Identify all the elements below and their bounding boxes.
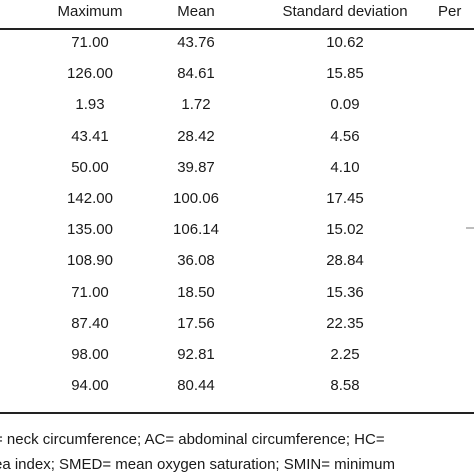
cell-mean: 39.87 <box>177 158 215 176</box>
table-row: 98.00 92.81 2.25 <box>0 340 474 370</box>
cell-standard-deviation: 15.02 <box>326 221 364 239</box>
table-header-row: Maximum Mean Standard deviation Per <box>0 0 474 27</box>
cell-mean: 84.61 <box>177 65 215 83</box>
header-maximum: Maximum <box>57 3 123 20</box>
cell-standard-deviation: 15.36 <box>326 283 364 301</box>
cropped-cell-mark <box>466 227 474 230</box>
cell-maximum: 126.00 <box>67 65 113 83</box>
cell-maximum: 94.00 <box>71 377 109 395</box>
table-row: 87.40 17.56 22.35 <box>0 309 474 339</box>
cell-maximum: 87.40 <box>71 314 109 332</box>
cell-maximum: 108.90 <box>67 252 113 270</box>
footnote-line-1: = neck circumference; AC= abdominal circ… <box>0 431 385 448</box>
bottom-rule <box>0 412 474 414</box>
header-standard-deviation: Standard deviation <box>282 3 408 20</box>
cell-maximum: 43.41 <box>71 127 109 145</box>
cell-mean: 1.72 <box>181 96 211 114</box>
cell-maximum: 1.93 <box>75 96 105 114</box>
cell-maximum: 98.00 <box>71 346 109 363</box>
cell-standard-deviation: 4.10 <box>330 158 360 176</box>
cell-standard-deviation: 0.09 <box>330 96 360 114</box>
cell-mean: 18.50 <box>177 283 215 301</box>
cell-mean: 17.56 <box>177 314 215 332</box>
cell-mean: 92.81 <box>177 346 215 363</box>
cell-mean: 80.44 <box>177 377 215 395</box>
header-percentile: Per <box>438 3 462 20</box>
cell-mean: 36.08 <box>177 252 215 270</box>
cell-standard-deviation: 4.56 <box>330 127 360 145</box>
cell-standard-deviation: 8.58 <box>330 377 360 395</box>
table-row: 94.00 80.44 8.58 <box>0 371 474 401</box>
cell-mean: 106.14 <box>173 221 219 239</box>
header-rule <box>0 28 474 30</box>
cell-standard-deviation: 10.62 <box>326 34 364 51</box>
cell-mean: 28.42 <box>177 127 215 145</box>
footnote-line-2: ea index; SMED= mean oxygen saturation; … <box>0 456 396 473</box>
table-row: 142.00 100.06 17.45 <box>0 184 474 214</box>
cell-standard-deviation: 28.84 <box>326 252 364 270</box>
cell-standard-deviation: 17.45 <box>326 190 364 207</box>
table-row: 126.00 84.61 15.85 <box>0 59 474 89</box>
table-row: 71.00 43.76 10.62 <box>0 28 474 58</box>
cell-maximum: 71.00 <box>71 34 109 51</box>
cell-standard-deviation: 15.85 <box>326 65 364 83</box>
table-row: 43.41 28.42 4.56 <box>0 122 474 152</box>
cell-maximum: 50.00 <box>71 158 109 176</box>
table-row: 71.00 18.50 15.36 <box>0 278 474 308</box>
table-row: 1.93 1.72 0.09 <box>0 90 474 120</box>
table-row: 135.00 106.14 15.02 <box>0 215 474 245</box>
cell-maximum: 142.00 <box>67 190 113 207</box>
cell-mean: 43.76 <box>177 34 215 51</box>
cell-maximum: 135.00 <box>67 221 113 239</box>
cell-maximum: 71.00 <box>71 283 109 301</box>
table-row: 50.00 39.87 4.10 <box>0 153 474 183</box>
cell-standard-deviation: 22.35 <box>326 314 364 332</box>
table-row: 108.90 36.08 28.84 <box>0 246 474 276</box>
cell-mean: 100.06 <box>173 190 219 207</box>
header-mean: Mean <box>177 3 215 20</box>
cell-standard-deviation: 2.25 <box>330 346 360 363</box>
